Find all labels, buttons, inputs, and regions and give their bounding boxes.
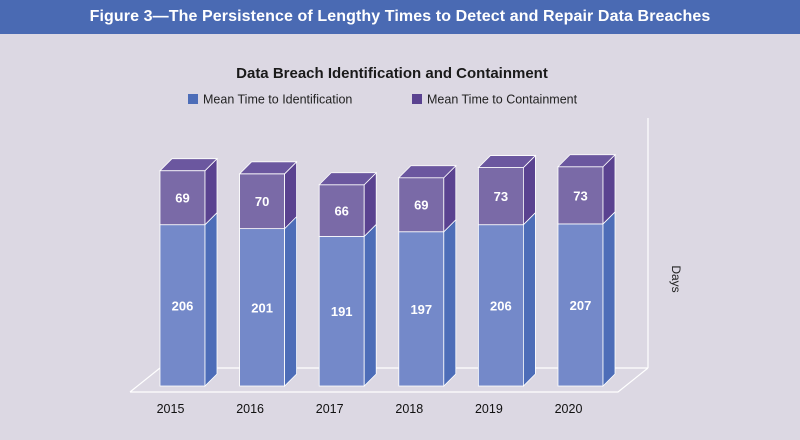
- bar-top-2015: [159, 158, 218, 172]
- data-label-identification-2018: 197: [410, 302, 432, 317]
- bar-identification-2019: [477, 224, 524, 387]
- bar-group-2018: 197 69: [397, 164, 457, 387]
- bar-top-2017: [318, 172, 378, 186]
- x-tick-label-2015: 2015: [157, 402, 185, 416]
- data-label-containment-2015: 69: [175, 191, 189, 206]
- bar-identification-side-2019: [523, 211, 536, 387]
- x-tick-label-2016: 2016: [236, 402, 264, 416]
- x-tick-label-2017: 2017: [316, 402, 344, 416]
- bar-group-2017: 191 66: [318, 171, 378, 387]
- bar-containment-2020: [557, 166, 604, 225]
- data-label-identification-2019: 206: [490, 298, 512, 313]
- data-label-containment-2019: 73: [494, 189, 508, 204]
- x-axis-ticks: 2015 2016 2017 2018 2019 2020: [157, 402, 583, 416]
- x-tick-label-2020: 2020: [555, 402, 583, 416]
- data-label-containment-2018: 69: [414, 198, 428, 213]
- bars: 206 69 201 70 191 66 197 69 206 73 207 73: [159, 153, 616, 387]
- data-label-identification-2015: 206: [172, 298, 194, 313]
- bar-identification-side-2017: [363, 223, 377, 387]
- bar-identification-side-2018: [443, 218, 457, 387]
- bar-containment-2017: [318, 184, 365, 237]
- data-label-identification-2017: 191: [331, 304, 353, 319]
- bar-group-2015: 206 69: [159, 157, 218, 387]
- bar-containment-2015: [159, 170, 206, 226]
- bar-top-2018: [397, 165, 457, 179]
- bar-top-2019: [477, 155, 537, 168]
- floor-edge-left: [129, 367, 161, 393]
- data-label-identification-2016: 201: [251, 300, 273, 315]
- chart-title: Data Breach Identification and Containme…: [236, 65, 548, 82]
- chart: Data Breach Identification and Containme…: [129, 65, 683, 416]
- bar-identification-side-2020: [602, 210, 616, 387]
- data-label-containment-2017: 66: [334, 204, 348, 219]
- bar-group-2019: 206 73: [477, 154, 537, 387]
- bar-identification-side-2016: [284, 215, 298, 387]
- bar-identification-2017: [318, 236, 365, 387]
- legend-swatch-containment: [412, 94, 422, 104]
- bar-top-2016: [238, 161, 298, 175]
- data-label-containment-2020: 73: [573, 188, 587, 203]
- legend: Mean Time to Identification Mean Time to…: [188, 93, 578, 107]
- bar-identification-2015: [159, 224, 206, 387]
- bar-group-2016: 201 70: [238, 160, 298, 387]
- legend-label-containment: Mean Time to Containment: [427, 93, 578, 107]
- bar-top-2020: [557, 154, 616, 168]
- legend-swatch-identification: [188, 94, 198, 104]
- figure-banner-title: Figure 3—The Persistence of Lengthy Time…: [0, 0, 800, 34]
- data-label-identification-2020: 207: [570, 298, 592, 313]
- legend-label-identification: Mean Time to Identification: [203, 93, 352, 107]
- floor-edge-front: [130, 367, 649, 393]
- data-label-containment-2016: 70: [255, 194, 269, 209]
- y-axis-label: Days: [669, 265, 683, 292]
- bar-containment-2018: [398, 177, 445, 233]
- x-tick-label-2018: 2018: [395, 402, 423, 416]
- bar-identification-2020: [557, 223, 604, 387]
- bar-group-2020: 207 73: [557, 153, 616, 387]
- bar-identification-side-2015: [204, 211, 218, 387]
- x-tick-label-2019: 2019: [475, 402, 503, 416]
